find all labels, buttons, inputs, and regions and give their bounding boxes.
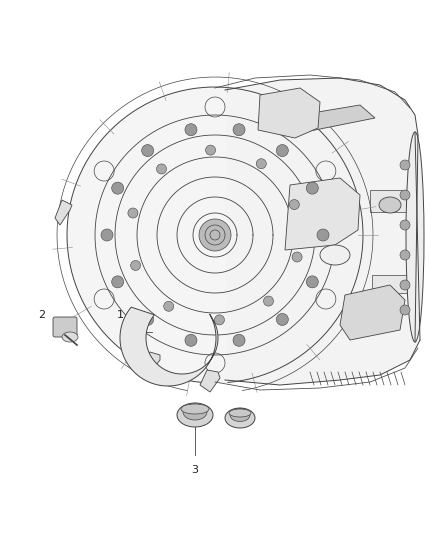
Circle shape bbox=[141, 313, 154, 326]
Circle shape bbox=[185, 334, 197, 346]
Text: 1: 1 bbox=[117, 310, 124, 320]
Circle shape bbox=[131, 261, 141, 270]
Circle shape bbox=[290, 199, 299, 209]
Circle shape bbox=[141, 144, 154, 157]
Polygon shape bbox=[55, 200, 72, 225]
Circle shape bbox=[156, 164, 166, 174]
Polygon shape bbox=[225, 78, 420, 385]
Ellipse shape bbox=[229, 409, 251, 417]
Circle shape bbox=[185, 124, 197, 136]
Circle shape bbox=[264, 296, 273, 306]
Circle shape bbox=[101, 229, 113, 241]
FancyBboxPatch shape bbox=[372, 275, 407, 293]
Ellipse shape bbox=[183, 404, 207, 420]
Circle shape bbox=[400, 280, 410, 290]
Polygon shape bbox=[142, 352, 160, 375]
FancyBboxPatch shape bbox=[53, 317, 77, 337]
Circle shape bbox=[215, 315, 224, 325]
Circle shape bbox=[205, 225, 225, 245]
Circle shape bbox=[233, 334, 245, 346]
Circle shape bbox=[306, 276, 318, 288]
Text: 3: 3 bbox=[191, 465, 198, 475]
Ellipse shape bbox=[177, 403, 213, 427]
Circle shape bbox=[400, 305, 410, 315]
Polygon shape bbox=[270, 105, 375, 135]
Ellipse shape bbox=[406, 132, 424, 342]
Polygon shape bbox=[285, 178, 360, 250]
Ellipse shape bbox=[62, 332, 78, 342]
Text: 2: 2 bbox=[39, 310, 46, 320]
Circle shape bbox=[128, 208, 138, 218]
Circle shape bbox=[233, 124, 245, 136]
Circle shape bbox=[112, 182, 124, 194]
Circle shape bbox=[317, 229, 329, 241]
Circle shape bbox=[276, 144, 288, 157]
Polygon shape bbox=[340, 285, 405, 340]
FancyBboxPatch shape bbox=[370, 190, 408, 212]
Circle shape bbox=[306, 182, 318, 194]
Ellipse shape bbox=[230, 408, 250, 422]
Circle shape bbox=[400, 220, 410, 230]
Circle shape bbox=[164, 301, 174, 311]
Circle shape bbox=[256, 159, 266, 169]
Ellipse shape bbox=[225, 408, 255, 428]
Circle shape bbox=[112, 276, 124, 288]
Polygon shape bbox=[120, 307, 218, 386]
Circle shape bbox=[292, 252, 302, 262]
Ellipse shape bbox=[379, 197, 401, 213]
Circle shape bbox=[400, 190, 410, 200]
Polygon shape bbox=[258, 88, 320, 138]
Circle shape bbox=[276, 313, 288, 326]
Circle shape bbox=[210, 230, 220, 240]
Circle shape bbox=[400, 250, 410, 260]
Ellipse shape bbox=[181, 404, 209, 414]
Polygon shape bbox=[200, 370, 220, 392]
Circle shape bbox=[400, 160, 410, 170]
Ellipse shape bbox=[320, 245, 350, 265]
Polygon shape bbox=[67, 87, 363, 383]
Circle shape bbox=[199, 219, 231, 251]
Circle shape bbox=[205, 145, 215, 155]
